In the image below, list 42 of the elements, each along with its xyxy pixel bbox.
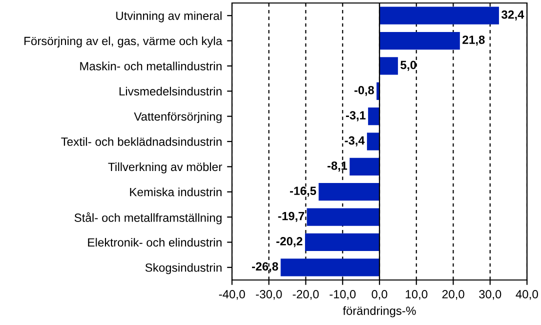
y-tick-label: Elektronik- och elindustrin bbox=[88, 238, 222, 247]
bar bbox=[366, 132, 380, 150]
y-tick-label: Skogsindustrin bbox=[145, 263, 222, 274]
bar bbox=[305, 233, 380, 252]
bar bbox=[318, 183, 380, 201]
x-tick-label: -30,0 bbox=[256, 290, 282, 300]
y-tick-label: Utvinning av mineral bbox=[116, 11, 222, 22]
y-tick-label: Textil- och beklädnadsindustrin bbox=[61, 137, 222, 146]
data-label: 21,8 bbox=[462, 36, 485, 46]
y-tick-label: Stål- och metallframställning bbox=[74, 212, 222, 224]
data-label: -19,7 bbox=[278, 212, 304, 222]
data-label: -3,4 bbox=[344, 136, 365, 146]
data-label: -20,2 bbox=[276, 237, 302, 248]
y-tick-label: Tillverkning av möbler bbox=[108, 162, 222, 174]
data-label: -8,1 bbox=[328, 161, 348, 172]
x-tick-label: 10,0 bbox=[406, 290, 428, 300]
bar bbox=[380, 32, 460, 50]
bar bbox=[380, 6, 499, 24]
x-axis-title: förändrings-% bbox=[342, 306, 416, 318]
bar bbox=[368, 108, 380, 126]
y-tick-label: Livsmedelsindustrin bbox=[120, 86, 222, 96]
x-tick-label: -10,0 bbox=[330, 290, 356, 300]
y-tick-label: Vattenförsörjning bbox=[134, 112, 222, 124]
x-tick-label: -20,0 bbox=[292, 290, 319, 300]
x-tick-label: 40,0 bbox=[516, 290, 538, 300]
x-tick-label: -40,0 bbox=[219, 290, 245, 300]
x-tick-label: 30,0 bbox=[479, 290, 502, 300]
data-label: 32,4 bbox=[501, 10, 524, 20]
data-label: -26,8 bbox=[252, 262, 278, 272]
data-label: -16,5 bbox=[290, 186, 316, 197]
x-tick-label: 20,0 bbox=[442, 290, 464, 300]
y-tick-label: Maskin- och metallindustrin bbox=[80, 62, 222, 70]
data-label: -3,1 bbox=[346, 111, 366, 122]
bar bbox=[280, 258, 380, 276]
bar bbox=[380, 57, 398, 75]
y-tick-label: Försörjning av el, gas, värme och kyla bbox=[24, 36, 222, 48]
data-label: 5,0 bbox=[400, 60, 416, 71]
data-label: -0,8 bbox=[354, 86, 374, 96]
y-tick-label: Kemiska industrin bbox=[130, 188, 222, 196]
bar bbox=[306, 208, 380, 226]
bar bbox=[350, 158, 380, 176]
x-tick-label: 0,0 bbox=[372, 290, 388, 300]
